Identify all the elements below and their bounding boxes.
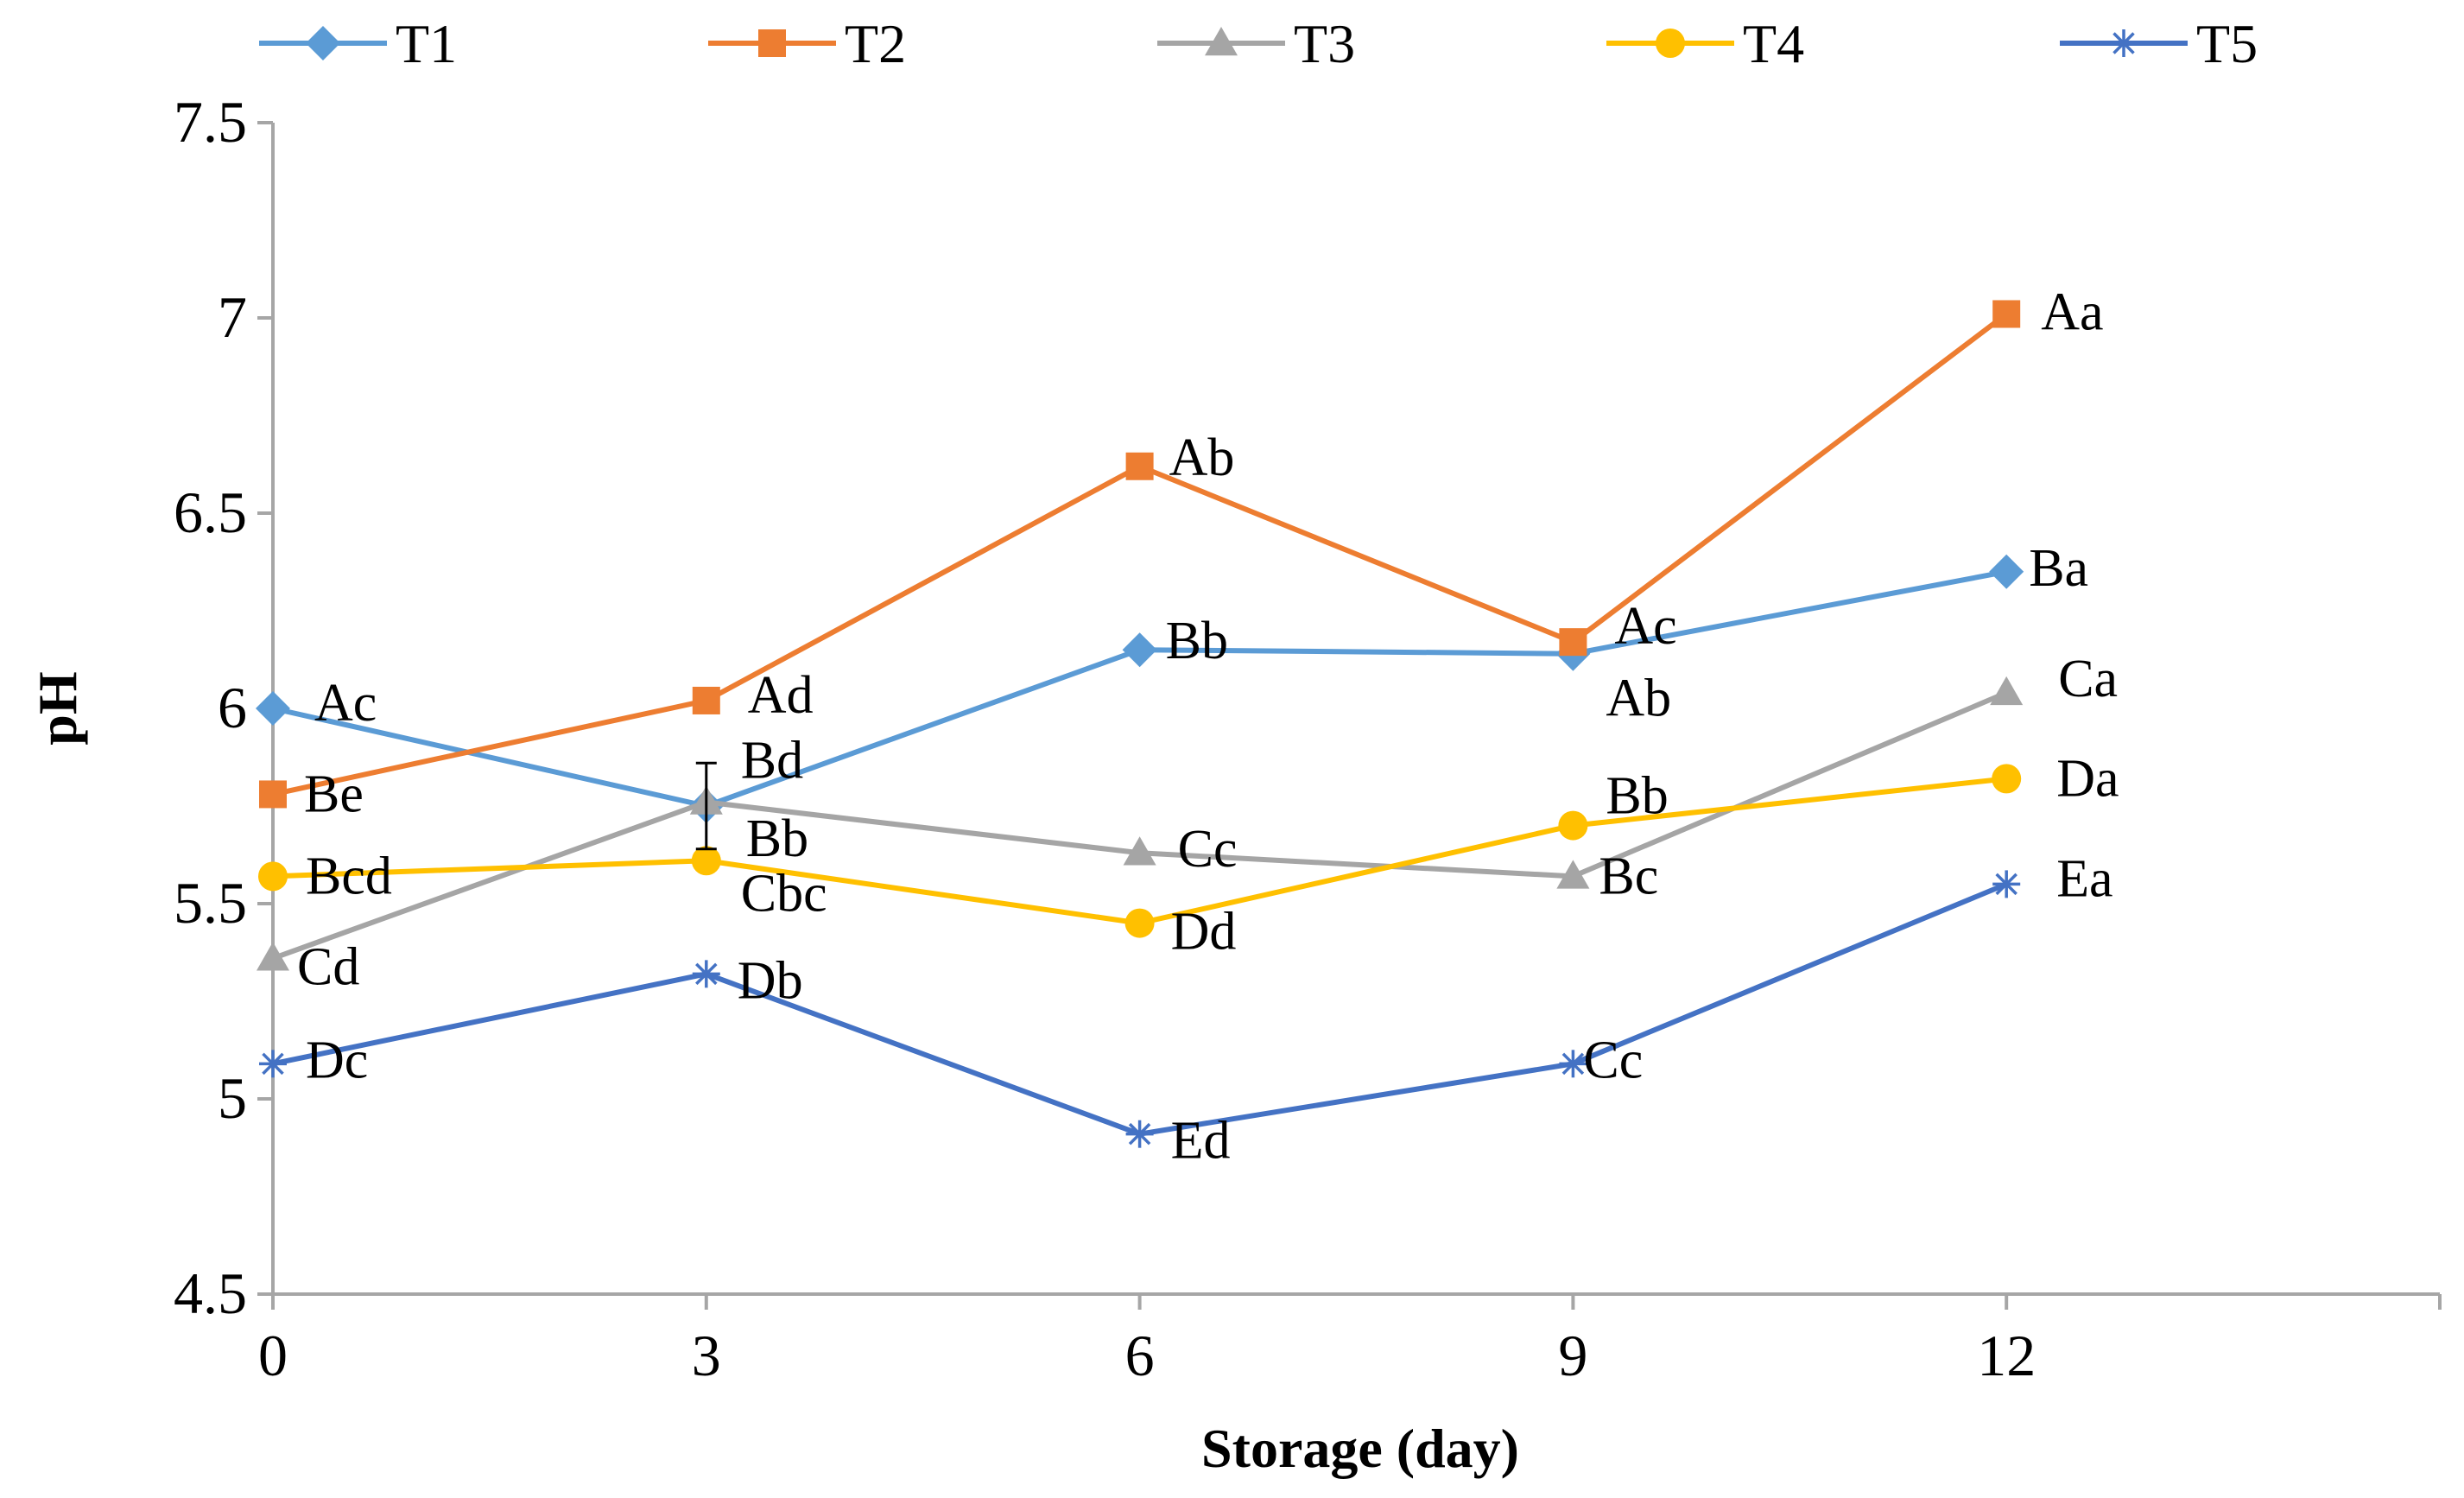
legend-item-T3: T3 bbox=[1157, 13, 1355, 74]
x-tick-label: 0 bbox=[258, 1323, 288, 1388]
y-tick-label: 5.5 bbox=[174, 870, 247, 936]
data-labels: Ac Bb Bb Ab Ba Be Ad Ab Ac Aa Cd Bd Cc Bc Ca Bcd Cbc Dd Bb… bbox=[297, 282, 2119, 1170]
legend-item-T5: T5 bbox=[2060, 13, 2258, 74]
point-T5-9 bbox=[1559, 1050, 1587, 1078]
data-label-T3-3: Bd bbox=[741, 731, 803, 790]
point-T2-0 bbox=[259, 780, 287, 809]
ticks: 4.5 5 5.5 6 6.5 7 7.5 0 3 6 9 12 bbox=[174, 89, 2442, 1388]
data-label-T4-6: Dd bbox=[1171, 903, 1237, 962]
legend-marker-T5 bbox=[2110, 29, 2138, 57]
series-line-T1 bbox=[272, 568, 2007, 809]
legend: T1 T2 T3 T4 T5 bbox=[259, 13, 2258, 74]
data-label-T1-6: Bb bbox=[1166, 612, 1228, 670]
data-label-T1-3: Bb bbox=[746, 809, 808, 868]
axes bbox=[271, 123, 2440, 1296]
data-label-T3-12: Ca bbox=[2058, 650, 2118, 708]
data-label-T2-0: Be bbox=[304, 765, 364, 823]
point-T2-12 bbox=[1992, 300, 2021, 328]
data-label-T4-0: Bcd bbox=[306, 847, 392, 905]
series-T1 bbox=[256, 554, 2024, 823]
legend-item-T4: T4 bbox=[1606, 13, 1804, 74]
point-T4-3 bbox=[691, 846, 721, 876]
data-label-T1-0: Ac bbox=[314, 674, 377, 733]
y-tick-label: 7 bbox=[218, 284, 247, 350]
point-T5-3 bbox=[692, 960, 720, 988]
series-T5 bbox=[259, 870, 2021, 1148]
y-tick-label: 6 bbox=[218, 675, 247, 740]
legend-marker-T3 bbox=[1205, 27, 1238, 56]
data-label-T2-3: Ad bbox=[748, 666, 814, 725]
data-label-T2-12: Aa bbox=[2041, 282, 2103, 341]
legend-marker-T1 bbox=[306, 26, 340, 60]
x-tick-label: 9 bbox=[1558, 1323, 1587, 1388]
point-T5-6 bbox=[1125, 1120, 1154, 1148]
legend-label-T2: T2 bbox=[845, 13, 906, 74]
data-label-T4-12: Da bbox=[2056, 749, 2119, 808]
data-label-T2-9: Ac bbox=[1614, 597, 1676, 656]
data-label-T5-9: Cc bbox=[1583, 1031, 1643, 1089]
point-T3-0 bbox=[257, 942, 289, 971]
point-T2-3 bbox=[692, 686, 720, 714]
legend-label-T3: T3 bbox=[1294, 13, 1355, 74]
legend-label-T5: T5 bbox=[2196, 13, 2258, 74]
y-axis-title: pH bbox=[27, 671, 88, 745]
legend-label-T4: T4 bbox=[1743, 13, 1804, 74]
data-label-T3-9: Bc bbox=[1599, 847, 1658, 905]
error-bar-T1-3 bbox=[695, 761, 717, 851]
y-tick-label: 5 bbox=[218, 1065, 247, 1131]
point-T1-0 bbox=[256, 691, 290, 726]
y-tick-label: 6.5 bbox=[174, 479, 247, 545]
data-label-T1-9: Ab bbox=[1606, 670, 1671, 728]
series-T2 bbox=[259, 300, 2021, 809]
series-T3 bbox=[257, 676, 2024, 971]
legend-label-T1: T1 bbox=[396, 13, 457, 74]
data-label-T5-12: Ea bbox=[2056, 849, 2112, 908]
legend-marker-T4 bbox=[1656, 29, 1685, 58]
data-label-T5-3: Db bbox=[738, 951, 803, 1010]
x-tick-label: 6 bbox=[1125, 1323, 1155, 1388]
x-axis-title: Storage (day) bbox=[1201, 1418, 1519, 1479]
point-T1-6 bbox=[1122, 632, 1157, 668]
point-T3-6 bbox=[1123, 836, 1156, 866]
point-T4-12 bbox=[1992, 764, 2022, 794]
series-layer bbox=[256, 300, 2024, 1148]
data-label-T5-0: Dc bbox=[306, 1031, 368, 1089]
series-T4 bbox=[258, 764, 2022, 938]
point-T4-0 bbox=[258, 861, 288, 892]
legend-item-T2: T2 bbox=[708, 13, 906, 74]
series-line-T2 bbox=[272, 312, 2009, 797]
data-label-T3-0: Cd bbox=[297, 937, 359, 996]
point-T5-12 bbox=[1992, 870, 2021, 898]
data-label-T2-6: Ab bbox=[1169, 428, 1235, 487]
data-label-T4-3: Cbc bbox=[741, 864, 827, 923]
point-T4-6 bbox=[1124, 908, 1155, 938]
data-label-T4-9: Bb bbox=[1606, 767, 1668, 826]
data-label-T1-12: Ba bbox=[2029, 539, 2088, 598]
y-tick-label: 7.5 bbox=[174, 89, 247, 155]
y-tick-label: 4.5 bbox=[174, 1260, 247, 1326]
x-tick-label: 12 bbox=[1977, 1323, 2036, 1388]
data-label-T5-6: Ed bbox=[1171, 1112, 1231, 1171]
point-T1-12 bbox=[1989, 554, 2024, 589]
point-T3-9 bbox=[1556, 860, 1590, 889]
point-T2-9 bbox=[1559, 628, 1587, 657]
legend-item-T1: T1 bbox=[259, 13, 457, 74]
legend-marker-T2 bbox=[758, 29, 786, 57]
point-T2-6 bbox=[1125, 452, 1154, 480]
point-T3-12 bbox=[1990, 676, 2024, 706]
point-T4-9 bbox=[1558, 810, 1588, 841]
data-label-T3-6: Cc bbox=[1178, 820, 1238, 879]
x-tick-label: 3 bbox=[692, 1323, 721, 1388]
point-T5-0 bbox=[259, 1050, 287, 1078]
